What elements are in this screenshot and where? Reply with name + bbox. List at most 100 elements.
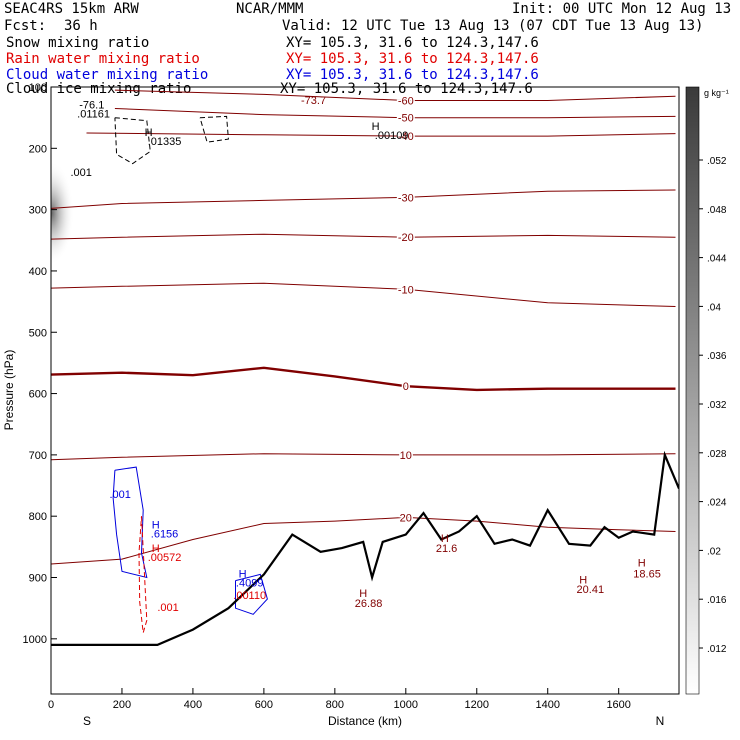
- annotation-label: .001: [109, 489, 130, 501]
- colorbar-label: .024: [707, 498, 727, 509]
- annotation-label: .00110: [233, 590, 266, 602]
- temperature-contour-8: [51, 516, 676, 565]
- terrain-line: [51, 450, 679, 646]
- x-tick-label: 1400: [535, 699, 559, 711]
- x-axis-label: Distance (km): [328, 714, 402, 728]
- y-tick-label: 100: [29, 82, 47, 94]
- temperature-contour-5: [51, 282, 676, 307]
- y-tick-label: 900: [29, 573, 47, 585]
- annotation-label: H: [239, 569, 247, 581]
- x-tick-label: 200: [113, 699, 131, 711]
- annotation-label: H: [152, 519, 160, 531]
- temperature-contour-label: -60: [398, 95, 414, 107]
- cloud-ice-contour-1: [199, 115, 229, 143]
- annotation-label: H: [441, 533, 449, 545]
- rain-contour-0: [138, 516, 148, 633]
- temperature-contour-label: -10: [398, 284, 414, 296]
- field-snow-name: Snow mixing ratio: [6, 35, 150, 51]
- temperature-contour-label: -40: [398, 131, 414, 143]
- plot-frame: [50, 86, 680, 695]
- x-tick-label: 1000: [394, 699, 418, 711]
- colorbar-label: .032: [707, 400, 727, 411]
- x-tick-label: 0: [48, 699, 54, 711]
- cloud-ice-contour-0: [114, 117, 151, 165]
- colorbar-label: .048: [707, 205, 727, 216]
- x-tick-label: 1600: [606, 699, 630, 711]
- annotation-label: .4099: [236, 578, 264, 590]
- annotation-label: .01161: [77, 109, 110, 121]
- y-tick-label: 300: [29, 205, 47, 217]
- annotation-label: 18.65: [633, 569, 661, 581]
- field-rain-name: Rain water mixing ratio: [6, 51, 200, 67]
- temperature-contour-2: [86, 132, 676, 137]
- valid-time: Valid: 12 UTC Tue 13 Aug 13 (07 CDT Tue …: [282, 18, 704, 34]
- field-snow-xy: XY= 105.3, 31.6 to 124.3,147.6: [286, 35, 539, 51]
- temperature-contour-1: [114, 108, 676, 119]
- temperature-contour-label: -30: [398, 192, 414, 204]
- annotation-label: .6156: [151, 529, 179, 541]
- forecast-hours: 36 h: [64, 18, 98, 34]
- annotation-label: -73.7: [301, 95, 326, 107]
- annotation-label: 21.6: [436, 543, 457, 555]
- colorbar-label: .052: [707, 156, 727, 167]
- colorbar-label: .012: [707, 644, 727, 655]
- temperature-contour-label: 0: [403, 381, 409, 393]
- annotation-label: .001: [157, 602, 178, 614]
- y-tick-label: 600: [29, 389, 47, 401]
- temperature-contour-6: [51, 366, 676, 392]
- y-axis-label: Pressure (hPa): [2, 350, 16, 431]
- y-tick-label: 700: [29, 450, 47, 462]
- annotation-label: H: [372, 121, 380, 133]
- temperature-contour-7: [51, 453, 676, 461]
- colorbar-label: .02: [707, 546, 721, 557]
- y-tick-label: 1000: [23, 634, 47, 646]
- y-tick-label: 200: [29, 143, 47, 155]
- field-cloudwater-xy: XY= 105.3, 31.6 to 124.3,147.6: [286, 67, 539, 83]
- annotation-label: -76.1: [79, 99, 104, 111]
- y-tick-label: 500: [29, 327, 47, 339]
- field-ice-xy: XY= 105.3, 31.6 to 124.3,147.6: [280, 81, 533, 97]
- colorbar-label: .044: [707, 254, 727, 265]
- y-tick-label: 400: [29, 266, 47, 278]
- annotation-label: H: [152, 543, 160, 555]
- temperature-contour-0: [114, 89, 676, 101]
- temperature-contour-4: [51, 233, 676, 240]
- x-axis-left-end-label: S: [83, 714, 91, 728]
- temperature-contour-label: -50: [398, 113, 414, 125]
- annotation-label: .001: [70, 167, 91, 179]
- annotation-label: H: [359, 588, 367, 600]
- colorbar-unit: g kg⁻¹: [704, 88, 729, 98]
- colorbar-gradient: [685, 86, 700, 695]
- annotation-label: H: [145, 127, 153, 139]
- annotation-label: 26.88: [355, 598, 383, 610]
- cloud-water-contour-0: [112, 466, 148, 579]
- colorbar-label: .04: [707, 302, 721, 313]
- temperature-contour-label: -20: [398, 232, 414, 244]
- annotation-label: 20.41: [577, 584, 605, 596]
- x-tick-label: 1200: [465, 699, 489, 711]
- colorbar-label: .016: [707, 595, 727, 606]
- annotation-label: H: [638, 557, 646, 569]
- model-title: SEAC4RS 15km ARW: [4, 1, 139, 17]
- field-cloudwater-name: Cloud water mixing ratio: [6, 67, 209, 83]
- cloud-water-contour-1: [235, 573, 268, 615]
- org-label: NCAR/MMM: [236, 1, 304, 17]
- colorbar-label: .028: [707, 449, 727, 460]
- field-rain-xy: XY= 105.3, 31.6 to 124.3,147.6: [286, 51, 539, 67]
- init-time: Init: 00 UTC Mon 12 Aug 13: [512, 1, 732, 17]
- x-axis-right-end-label: N: [656, 714, 665, 728]
- forecast-label: Fcst:: [4, 18, 47, 34]
- annotation-label: .01335: [148, 136, 182, 148]
- x-tick-label: 800: [326, 699, 344, 711]
- annotation-label: .00572: [148, 552, 182, 564]
- temperature-contour-3: [51, 189, 676, 209]
- temperature-contour-label: 20: [400, 512, 412, 524]
- x-tick-label: 600: [255, 699, 273, 711]
- field-ice-name: Cloud ice mixing ratio: [6, 81, 192, 97]
- annotation-label: H: [579, 575, 587, 587]
- x-tick-label: 400: [184, 699, 202, 711]
- colorbar-label: .036: [707, 351, 727, 362]
- y-tick-label: 800: [29, 511, 47, 523]
- annotation-label: .00109: [375, 130, 409, 142]
